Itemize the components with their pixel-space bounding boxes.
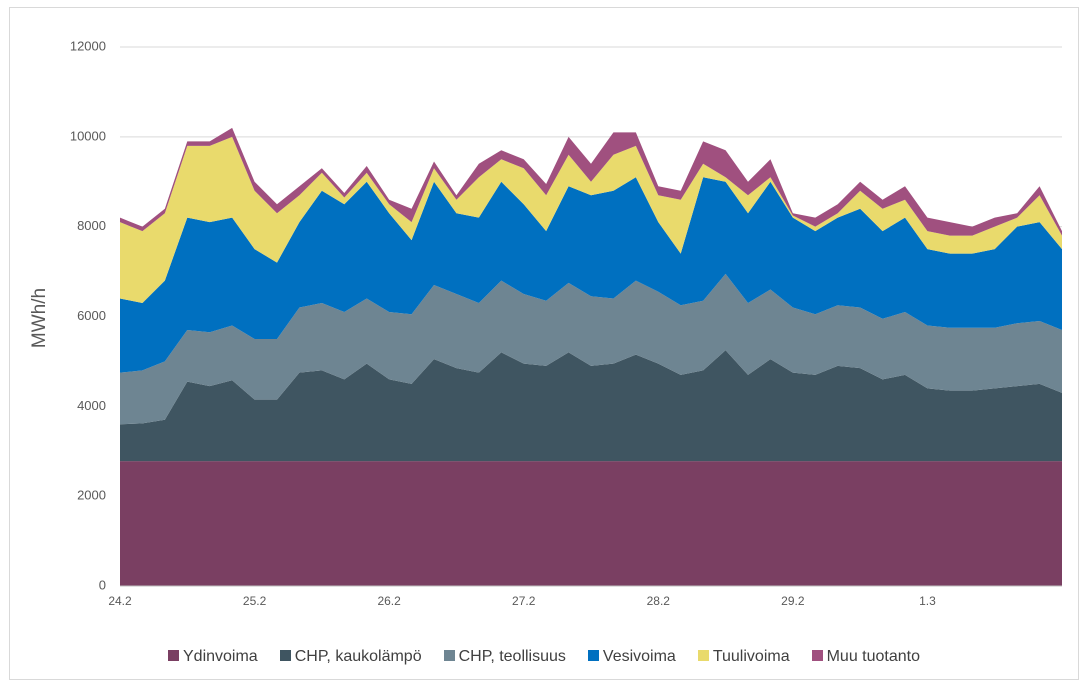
legend-swatch [443, 650, 455, 661]
y-tick-label: 10000 [70, 128, 106, 143]
y-tick-label: 8000 [77, 218, 106, 233]
legend-label: Tuulivoima [712, 648, 790, 665]
x-tick-label: 25.2 [243, 594, 267, 608]
legend-swatch [279, 650, 291, 661]
area [120, 136, 1062, 304]
legend-item: Vesivoima [587, 648, 676, 666]
x-tick-label: 29.2 [781, 594, 805, 608]
legend-label: Vesivoima [602, 648, 676, 665]
legend-label: CHP, teollisuus [458, 648, 566, 665]
y-tick-label: 0 [99, 577, 106, 592]
legend-label: Ydinvoima [183, 648, 258, 665]
legend-swatch [697, 650, 709, 661]
area [120, 350, 1062, 462]
legend-swatch [587, 650, 599, 661]
y-axis-title: MWh/h [29, 288, 50, 348]
x-tick-label: 24.2 [108, 594, 132, 608]
area [120, 461, 1062, 586]
legend-label: Muu tuotanto [826, 648, 920, 665]
legend-item: CHP, teollisuus [443, 648, 566, 666]
legend-label: CHP, kaukolämpö [294, 648, 422, 665]
legend-swatch [811, 650, 823, 661]
x-tick-label: 1.3 [919, 594, 936, 608]
legend: Ydinvoima CHP, kaukolämpö CHP, teollisuus V… [0, 648, 1088, 666]
legend-item: Ydinvoima [168, 648, 258, 666]
area [120, 177, 1062, 373]
y-tick-label: 2000 [77, 488, 106, 503]
legend-item: Muu tuotanto [811, 648, 920, 666]
legend-swatch [168, 650, 179, 661]
chart-frame [9, 7, 1079, 680]
x-tick-label: 26.2 [377, 594, 401, 608]
x-tick-label: 27.2 [512, 594, 536, 608]
y-tick-label: 12000 [70, 38, 106, 53]
area [120, 273, 1062, 425]
x-tick-label: 28.2 [647, 594, 671, 608]
y-tick-label: 4000 [77, 398, 106, 413]
y-tick-label: 6000 [77, 308, 106, 323]
legend-item: CHP, kaukolämpö [279, 648, 422, 666]
area [120, 127, 1062, 236]
legend-item: Tuulivoima [697, 648, 790, 666]
